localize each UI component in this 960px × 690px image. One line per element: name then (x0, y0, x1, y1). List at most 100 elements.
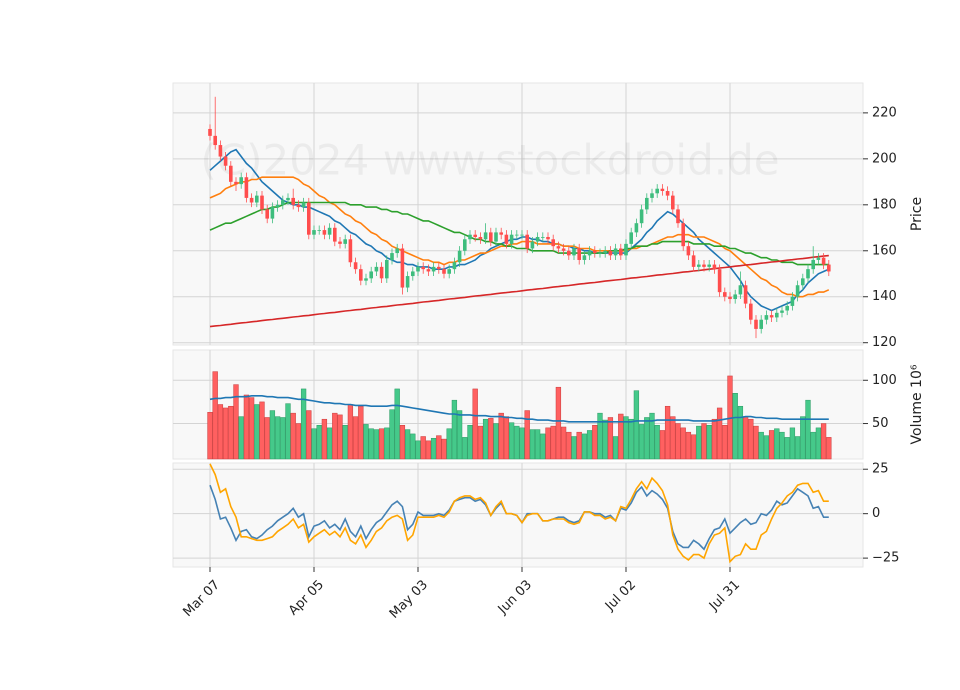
volume-bar (248, 397, 255, 460)
candle-body (520, 234, 524, 236)
y-tick-label: 25 (872, 462, 889, 477)
volume-bar (441, 438, 447, 460)
volume-bar (560, 426, 567, 460)
volume-bar (389, 409, 395, 460)
volume-bar (259, 401, 265, 460)
candle-body (702, 264, 706, 267)
candle-body (208, 128, 212, 136)
line-series (209, 395, 829, 423)
y-axis-label: Volume 10⁶ (909, 364, 925, 444)
candle-body (816, 257, 821, 260)
x-tick-label: Jun 03 (495, 577, 535, 617)
candle-body (317, 230, 321, 231)
volume-bar (285, 403, 291, 460)
x-tick-label: Jul 31 (706, 577, 743, 614)
candle-body (686, 246, 691, 256)
candle-body (395, 248, 399, 254)
candle-body (244, 177, 249, 198)
candle-body (457, 250, 462, 263)
volume-bar (768, 430, 775, 460)
panel-background (172, 462, 864, 568)
volume-bar (493, 423, 499, 460)
volume-bar (399, 425, 406, 460)
volume-bar (508, 422, 515, 460)
y-tick-label: 180 (872, 197, 897, 212)
volume-bar (774, 428, 780, 460)
volume-bar (732, 393, 738, 460)
volume-bar (638, 424, 645, 460)
volume-bar (326, 427, 333, 460)
candle-body (561, 248, 566, 251)
candle-body (515, 234, 519, 236)
candle-body (275, 204, 280, 208)
volume-bar (586, 430, 593, 460)
volume-bar (529, 429, 536, 460)
volume-bar (664, 405, 671, 460)
volume-bar (217, 404, 224, 460)
volume-bar (690, 434, 697, 460)
volume-bar (384, 427, 390, 460)
x-tick-label: May 03 (387, 577, 431, 621)
candle-body (671, 195, 675, 210)
line-series (209, 254, 829, 328)
candle-body (239, 177, 243, 185)
candle-body (821, 257, 826, 265)
candle-body (613, 248, 618, 256)
candle-body (447, 269, 451, 274)
volume-bar (436, 435, 442, 460)
y-tick-label: 140 (872, 289, 897, 304)
volume-bar (763, 435, 770, 460)
volume-bar (602, 419, 608, 460)
panel-background (172, 82, 864, 346)
candle-body (489, 232, 493, 242)
volume-bar (394, 388, 400, 460)
volume-bar (680, 427, 686, 460)
volume-bar (269, 410, 276, 460)
candle-body (723, 292, 727, 297)
candle-body (619, 248, 623, 256)
candle-body (556, 246, 561, 249)
candle-body (348, 239, 353, 263)
volume-bar (612, 436, 619, 460)
volume-bar (758, 431, 764, 460)
candle-body (660, 188, 665, 192)
candle-body (218, 145, 223, 157)
candle-body (546, 236, 550, 240)
volume-bar (254, 404, 260, 460)
volume-bar (524, 410, 530, 460)
candle-body (795, 285, 800, 297)
candle-body (369, 271, 373, 279)
candle-body (286, 197, 290, 201)
volume-bar (243, 394, 250, 460)
volume-bar (233, 384, 239, 460)
volume-bar (280, 417, 286, 460)
volume-bar (352, 416, 359, 460)
candle-body (785, 305, 789, 311)
volume-bar (238, 416, 244, 460)
volume-bar (410, 433, 416, 460)
candle-body (499, 232, 503, 235)
volume-bar (373, 429, 380, 460)
candle-body (697, 264, 701, 267)
volume-bar (363, 424, 369, 460)
candle-body (483, 232, 488, 240)
volume-bar (748, 418, 754, 460)
candle-body (229, 165, 233, 182)
candle-body (728, 296, 732, 300)
candle-body (494, 232, 498, 242)
volume-bar (800, 416, 806, 460)
candle-body (712, 264, 717, 270)
candle-body (707, 264, 711, 267)
volume-bar (488, 418, 494, 460)
candle-body (827, 264, 831, 272)
candle-body (567, 250, 571, 256)
volume-bar (696, 425, 702, 460)
volume-bar (607, 417, 614, 460)
candle-body (769, 315, 774, 318)
volume-bar (482, 418, 489, 460)
volume-bar (368, 428, 374, 460)
volume-bar (805, 399, 811, 460)
volume-bar (711, 418, 718, 460)
candle-body (535, 236, 540, 242)
